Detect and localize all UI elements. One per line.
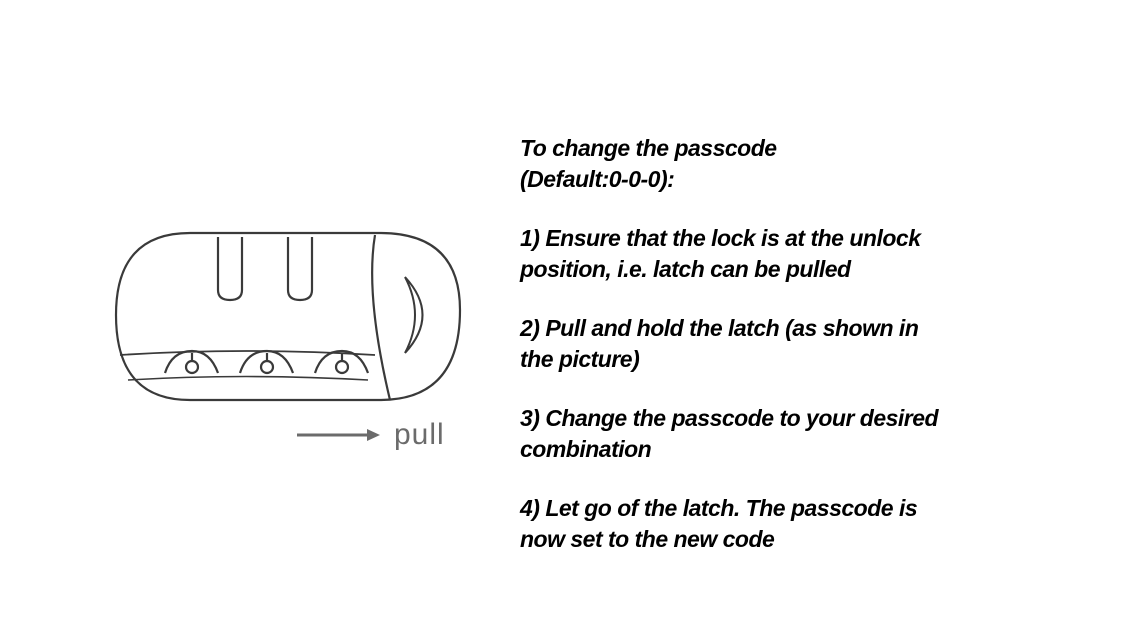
step-3-line-2: combination bbox=[520, 436, 651, 462]
step-3: 3) Change the passcode to your desired c… bbox=[520, 403, 1050, 465]
step-2: 2) Pull and hold the latch (as shown in … bbox=[520, 313, 1050, 375]
pull-label: pull bbox=[394, 418, 445, 452]
step-2-line-1: 2) Pull and hold the latch (as shown in bbox=[520, 315, 918, 341]
instructions-text: To change the passcode (Default:0-0-0): … bbox=[520, 53, 1080, 583]
step-1-line-1: 1) Ensure that the lock is at the unlock bbox=[520, 225, 920, 251]
instructions-heading: To change the passcode (Default:0-0-0): bbox=[520, 133, 1050, 195]
step-3-line-1: 3) Change the passcode to your desired bbox=[520, 405, 938, 431]
arrow-right-icon bbox=[295, 427, 380, 443]
step-4-line-2: now set to the new code bbox=[520, 526, 774, 552]
step-4: 4) Let go of the latch. The passcode is … bbox=[520, 493, 1050, 555]
heading-line-2: (Default:0-0-0): bbox=[520, 166, 674, 192]
diagram-area: pull bbox=[0, 0, 520, 636]
page-container: pull To change the passcode (Default:0-0… bbox=[0, 0, 1134, 636]
step-1: 1) Ensure that the lock is at the unlock… bbox=[520, 223, 1050, 285]
heading-line-1: To change the passcode bbox=[520, 135, 777, 161]
step-2-line-2: the picture) bbox=[520, 346, 639, 372]
step-1-line-2: position, i.e. latch can be pulled bbox=[520, 256, 851, 282]
pull-direction-indicator: pull bbox=[295, 418, 445, 452]
combination-lock-diagram bbox=[110, 225, 470, 410]
step-4-line-1: 4) Let go of the latch. The passcode is bbox=[520, 495, 917, 521]
